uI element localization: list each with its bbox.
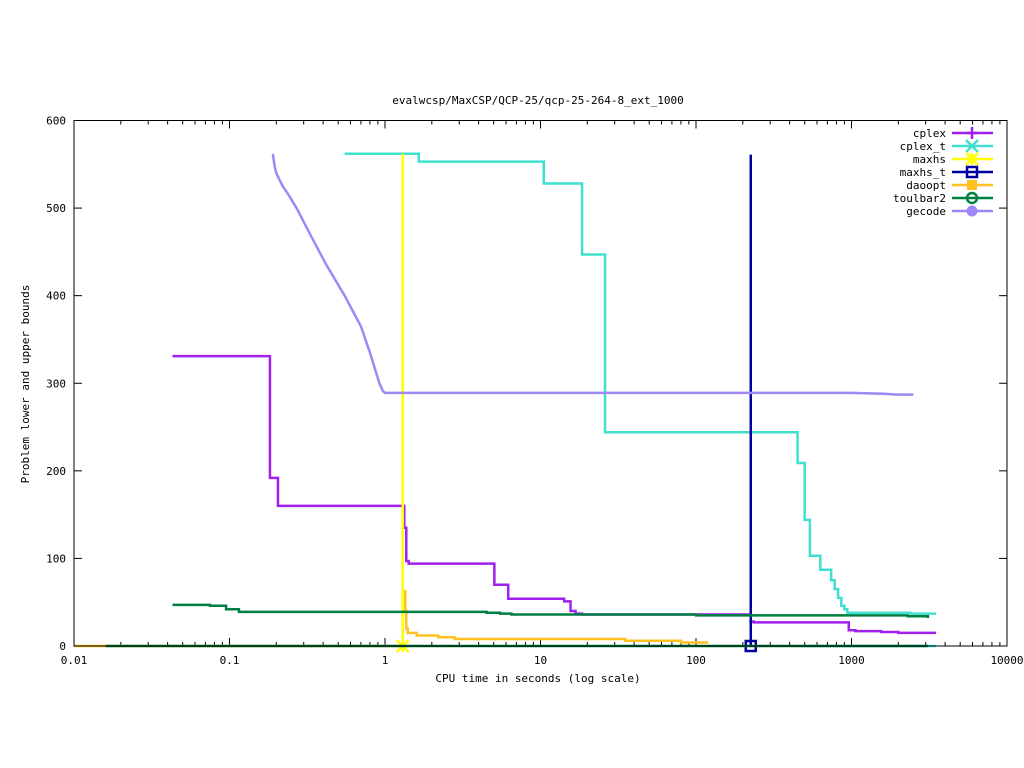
- x-tick-label: 10000: [990, 654, 1023, 667]
- series-line-gecode-upper: [271, 153, 914, 396]
- chart-title: evalwcsp/MaxCSP/QCP-25/qcp-25-264-8_ext_…: [392, 94, 683, 107]
- legend-item-cplex: cplex: [913, 127, 993, 140]
- series-daoopt: [74, 589, 709, 648]
- series-cplex_t: [344, 152, 937, 648]
- legend-label: toulbar2: [893, 192, 946, 205]
- legend-item-gecode: gecode: [906, 205, 993, 218]
- legend-label: gecode: [906, 205, 946, 218]
- series-line-cplex-upper: [172, 354, 750, 616]
- axis-ticks: 0.01 0.1 1 10 100 1000 10000 0 100 200 300 400 500 60…: [46, 115, 1023, 668]
- legend-marker: [966, 127, 978, 139]
- legend-label: daoopt: [906, 179, 946, 192]
- y-tick-label: 200: [46, 465, 66, 478]
- plot-frame: [73, 120, 1008, 647]
- x-tick-label: 0.01: [61, 654, 88, 667]
- series-cplex: [172, 354, 937, 635]
- legend-label: maxhs_t: [900, 166, 946, 179]
- y-axis-label: Problem lower and upper bounds: [19, 285, 32, 484]
- x-tick-label: 10: [534, 654, 547, 667]
- y-tick-label: 300: [46, 377, 66, 390]
- y-tick-label: 400: [46, 290, 66, 303]
- legend-item-maxhs: maxhs: [913, 152, 993, 166]
- x-tick-label: 100: [686, 654, 706, 667]
- legend-marker: [966, 205, 978, 217]
- x-tick-label: 1000: [838, 654, 865, 667]
- series-maxhs: [395, 153, 410, 653]
- legend-label: cplex_t: [900, 140, 946, 153]
- legend-item-toulbar2: toulbar2: [893, 191, 993, 205]
- series-line-cplex-lower: [749, 620, 937, 635]
- x-tick-label: 0.1: [220, 654, 240, 667]
- legend-marker: [965, 191, 979, 205]
- plot-area: [74, 152, 937, 653]
- legend-label: maxhs: [913, 153, 946, 166]
- legend-label: cplex: [913, 127, 946, 140]
- series-line-cplex_t-upper: [344, 152, 937, 615]
- series-maxhs_t: [744, 154, 758, 653]
- x-tick-label: 1: [382, 654, 389, 667]
- legend-item-maxhs_t: maxhs_t: [900, 165, 993, 179]
- legend: cplexcplex_tmaxhsmaxhs_tdaoopttoulbar2ge…: [893, 127, 993, 218]
- legend-marker: [967, 180, 977, 190]
- legend-item-cplex_t: cplex_t: [900, 139, 993, 153]
- legend-marker: [965, 165, 979, 179]
- y-tick-label: 600: [46, 115, 66, 128]
- series-gecode: [271, 153, 914, 396]
- legend-marker: [965, 139, 979, 153]
- y-tick-label: 500: [46, 202, 66, 215]
- y-tick-label: 100: [46, 552, 66, 565]
- y-tick-label: 0: [59, 640, 66, 653]
- x-axis-label: CPU time in seconds (log scale): [435, 672, 640, 685]
- series-line-toulbar2-upper: [172, 603, 930, 618]
- legend-marker: [965, 152, 979, 166]
- legend-item-daoopt: daoopt: [906, 179, 993, 192]
- series-line-daoopt-upper: [404, 589, 709, 644]
